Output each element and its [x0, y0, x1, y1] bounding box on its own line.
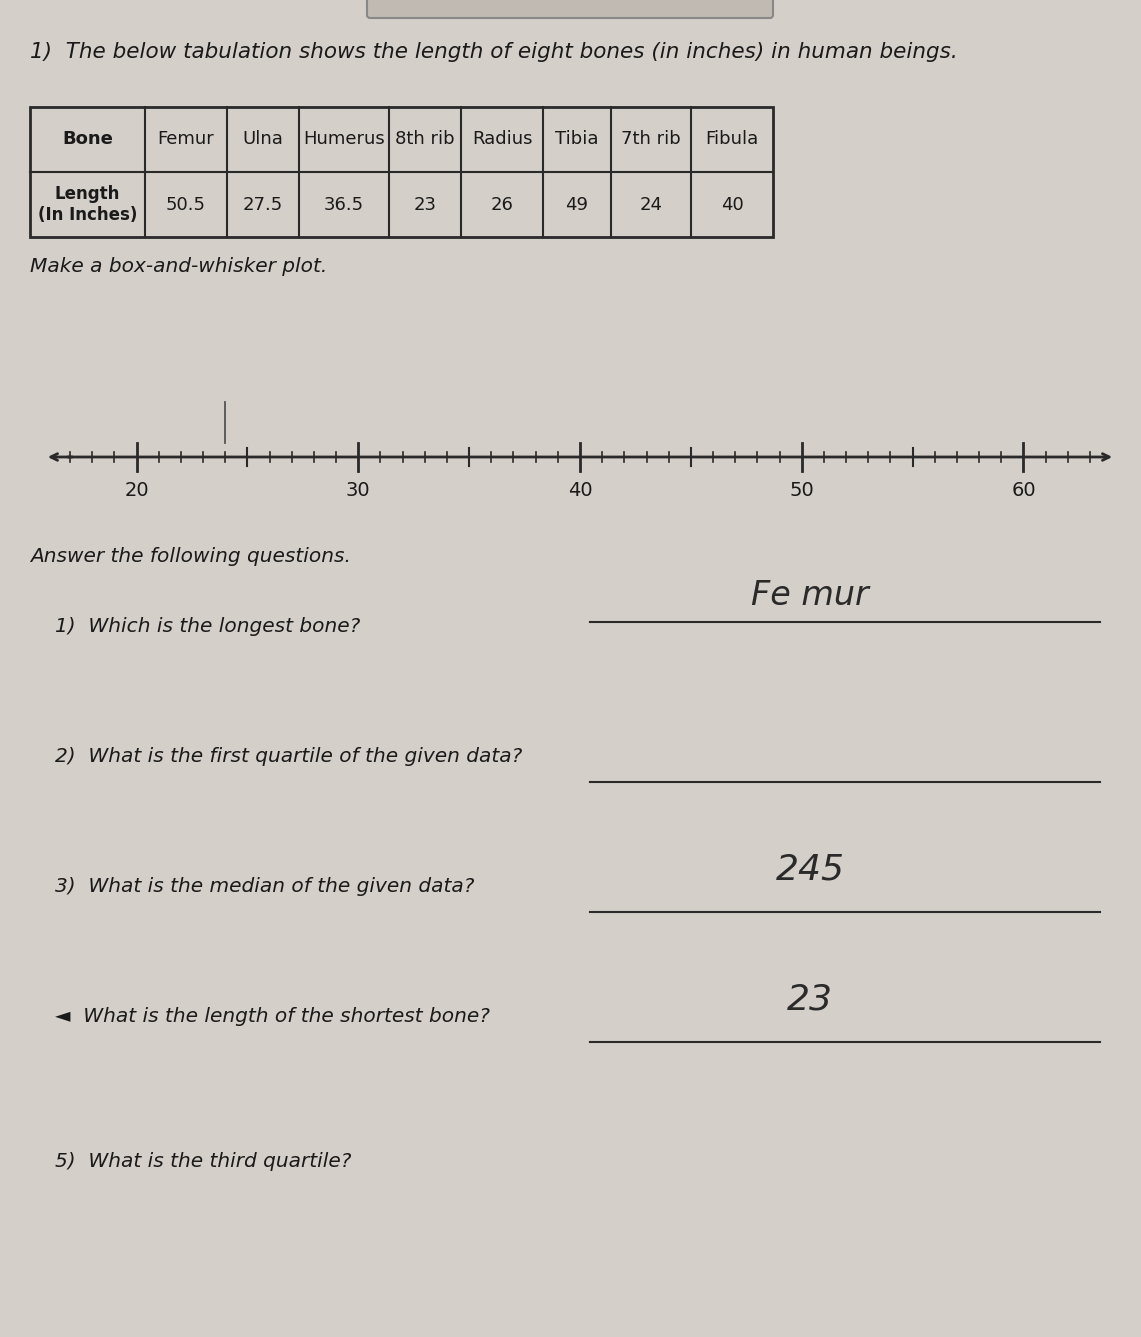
Text: Ulna: Ulna	[243, 131, 283, 148]
Text: 24: 24	[639, 195, 663, 214]
Text: 1)  Which is the longest bone?: 1) Which is the longest bone?	[55, 616, 361, 636]
Text: 50.5: 50.5	[165, 195, 207, 214]
Text: 40: 40	[721, 195, 744, 214]
Text: ◄  What is the length of the shortest bone?: ◄ What is the length of the shortest bon…	[55, 1007, 489, 1025]
Text: 27.5: 27.5	[243, 195, 283, 214]
Text: 20: 20	[124, 481, 148, 500]
Text: 40: 40	[568, 481, 592, 500]
Text: Radius: Radius	[471, 131, 532, 148]
Text: Answer the following questions.: Answer the following questions.	[30, 547, 351, 566]
Text: 3)  What is the median of the given data?: 3) What is the median of the given data?	[55, 877, 475, 896]
Text: 23: 23	[787, 983, 833, 1017]
Text: 8th rib: 8th rib	[395, 131, 455, 148]
Text: 50: 50	[790, 481, 815, 500]
Text: Make a box-and-whisker plot.: Make a box-and-whisker plot.	[30, 257, 327, 275]
FancyBboxPatch shape	[367, 0, 772, 17]
Text: 1)  The below tabulation shows the length of eight bones (in inches) in human be: 1) The below tabulation shows the length…	[30, 41, 957, 62]
Text: Humerus: Humerus	[304, 131, 385, 148]
Text: Length
(In Inches): Length (In Inches)	[38, 185, 137, 223]
Text: 36.5: 36.5	[324, 195, 364, 214]
Text: Femur: Femur	[157, 131, 215, 148]
Text: Bone: Bone	[62, 131, 113, 148]
Text: 7th rib: 7th rib	[621, 131, 681, 148]
Text: 60: 60	[1011, 481, 1036, 500]
Text: 30: 30	[346, 481, 371, 500]
Text: 49: 49	[566, 195, 589, 214]
Text: 5)  What is the third quartile?: 5) What is the third quartile?	[55, 1152, 351, 1171]
Text: 245: 245	[776, 853, 844, 886]
Text: 2)  What is the first quartile of the given data?: 2) What is the first quartile of the giv…	[55, 747, 523, 766]
Text: Tibia: Tibia	[556, 131, 599, 148]
Text: 23: 23	[413, 195, 437, 214]
Bar	[30, 107, 772, 237]
Text: Fibula: Fibula	[705, 131, 759, 148]
Text: 26: 26	[491, 195, 513, 214]
Text: Fe mur: Fe mur	[751, 579, 869, 612]
